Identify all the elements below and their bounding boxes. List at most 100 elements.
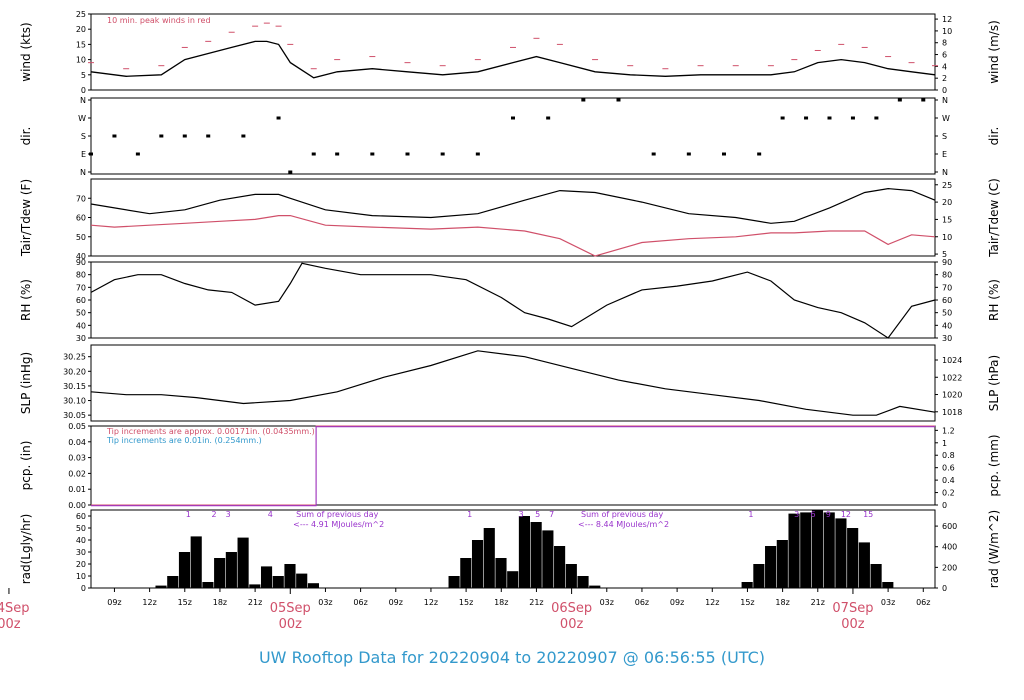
- dir-point: [757, 152, 762, 156]
- x-hour-tick-label: 18z: [494, 598, 508, 607]
- pcp-right-tick-label: 0: [942, 501, 947, 510]
- dir-left-tick-label: N: [80, 96, 86, 105]
- rad-right-tick-label: 600: [942, 522, 957, 531]
- x-hour-tick-label: 21z: [811, 598, 825, 607]
- rad-bar: [225, 552, 237, 588]
- x-hour-tick-label: 03z: [318, 598, 332, 607]
- x-day-sublabel: 00z: [279, 617, 303, 632]
- rh-left-tick-label: 50: [76, 309, 86, 318]
- dir-left-tick-label: N: [80, 168, 86, 177]
- slp-line: [90, 350, 936, 416]
- x-day-label: 06Sep: [551, 601, 592, 616]
- slp-left-tick-label: 30.15: [63, 382, 86, 391]
- dir-point: [850, 116, 855, 120]
- pcp-right-tick-label: 0.8: [942, 451, 955, 460]
- dir-ylabel-right: dir.: [987, 127, 1001, 146]
- temp-right-tick-label: 25: [942, 181, 952, 190]
- slp-panel-frame: [90, 344, 936, 422]
- wind-right-tick-label: 10: [942, 27, 952, 36]
- dir-point: [159, 134, 164, 138]
- rad-bar: [178, 552, 191, 588]
- rad-marker: 7: [549, 510, 554, 519]
- temp-right-tick-label: 5: [942, 250, 947, 259]
- rad-bar: [765, 546, 777, 588]
- dir-point: [135, 152, 140, 156]
- dir-point: [288, 170, 293, 174]
- x-hour-tick-label: 06z: [353, 598, 367, 607]
- dir-point: [311, 152, 316, 156]
- slp-left-tick-label: 30.25: [63, 353, 86, 362]
- rh-right-tick-label: 90: [942, 258, 952, 267]
- rad-bar: [530, 522, 542, 588]
- x-day-sublabel: 00z: [560, 617, 584, 632]
- rad-right-tick-label: 200: [942, 563, 957, 572]
- rh-right-tick-label: 30: [942, 334, 952, 343]
- rad-bar: [260, 566, 273, 588]
- rh-left-tick-label: 30: [76, 334, 86, 343]
- rad-bar: [249, 584, 261, 588]
- rad-bar: [155, 585, 167, 588]
- rad-marker: 5: [535, 510, 540, 519]
- dir-right-tick-label: N: [942, 168, 948, 177]
- x-hour-tick-label: 15z: [459, 598, 473, 607]
- pcp-right-tick-label: 0.6: [942, 464, 955, 473]
- dir-point: [546, 116, 551, 120]
- air-temp-line: [90, 187, 936, 224]
- x-hour-tick-label: 03z: [600, 598, 614, 607]
- dir-point: [827, 116, 832, 120]
- rad-left-tick-label: 20: [76, 560, 86, 569]
- x-day-sublabel: 00z: [841, 617, 865, 632]
- x-hour-tick-label: 12z: [424, 598, 438, 607]
- wind-right-tick-label: 0: [942, 86, 947, 95]
- rad-bar: [190, 536, 202, 588]
- rad-left-tick-label: 60: [76, 512, 86, 521]
- rad-bar: [471, 540, 484, 588]
- dir-point: [511, 116, 515, 120]
- temp-left-tick-label: 50: [76, 233, 86, 242]
- temp-ylabel-right: Tair/Tdew (C): [987, 178, 1001, 258]
- x-hour-tick-label: 06z: [916, 598, 930, 607]
- slp-right-tick-label: 1022: [942, 373, 962, 382]
- pcp-purple-line: [91, 426, 935, 507]
- x-day-label: 04Sep: [0, 601, 29, 616]
- x-hour-tick-label: 09z: [670, 598, 684, 607]
- rad-bar: [870, 564, 882, 588]
- wind-ylabel-right: wind (m/s): [987, 20, 1001, 84]
- slp-right-tick-label: 1024: [942, 356, 962, 365]
- rad-marker: 3: [226, 510, 231, 519]
- rad-bar: [835, 518, 847, 588]
- pcp-note-red: Tip increments are approx. 0.00171in. (0…: [106, 427, 315, 436]
- dir-point: [89, 152, 93, 156]
- rad-ylabel-right: rad (W/m^2): [987, 510, 1001, 588]
- temp-right-tick-label: 10: [942, 233, 952, 242]
- rh-right-tick-label: 70: [942, 283, 952, 292]
- rad-day-sum-value: <--- 8.44 MJoules/m^2: [578, 520, 669, 529]
- rad-marker: 15: [863, 510, 873, 519]
- rh-left-tick-label: 80: [76, 271, 86, 280]
- rad-bar: [823, 512, 835, 588]
- pcp-left-tick-label: 0.03: [68, 454, 86, 463]
- rad-day-sum-title: Sum of previous day: [296, 510, 378, 519]
- rad-marker: 6: [811, 510, 816, 519]
- rad-bar: [753, 564, 765, 588]
- rad-bar: [495, 558, 507, 588]
- rad-bar: [284, 564, 296, 588]
- rad-left-tick-label: 10: [76, 572, 86, 581]
- rad-marker: 1: [186, 510, 191, 519]
- x-hour-tick-label: 18z: [213, 598, 227, 607]
- x-day-sublabel: 00z: [0, 617, 21, 632]
- rad-bar: [589, 585, 601, 588]
- rh-right-tick-label: 50: [942, 309, 952, 318]
- pcp-left-tick-label: 0.00: [68, 501, 86, 510]
- rad-bar: [460, 558, 472, 588]
- wind-right-tick-label: 12: [942, 15, 952, 24]
- dir-point: [616, 98, 621, 102]
- chart-title: UW Rooftop Data for 20220904 to 20220907…: [258, 648, 766, 667]
- wind-left-tick-label: 0: [81, 86, 86, 95]
- rad-bar: [565, 564, 577, 588]
- rad-left-tick-label: 40: [76, 536, 86, 545]
- rad-bar: [272, 576, 284, 588]
- rad-bar: [776, 540, 788, 588]
- pcp-left-tick-label: 0.02: [68, 469, 86, 478]
- dir-right-tick-label: S: [942, 132, 947, 141]
